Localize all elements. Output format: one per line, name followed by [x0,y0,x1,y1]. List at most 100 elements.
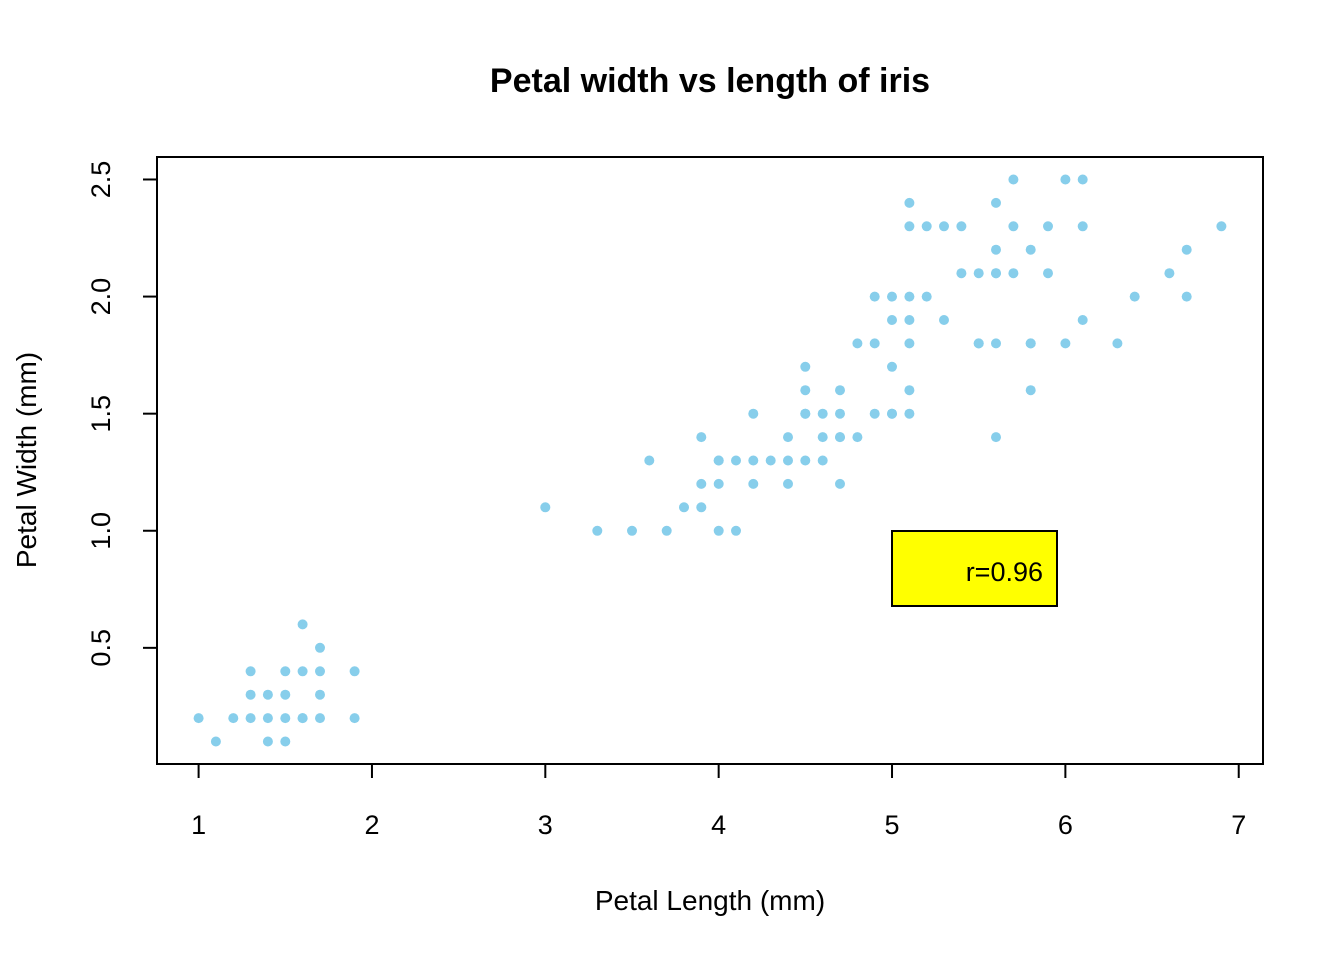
y-tick-label: 2.5 [86,161,116,199]
data-point [349,666,360,677]
data-point [713,525,724,536]
annotation-box [891,530,1058,607]
data-point [835,432,845,443]
data-point [1025,338,1036,349]
data-point [800,361,811,372]
data-point [817,432,828,443]
x-tick-label: 1 [191,810,206,840]
data-point [627,525,637,536]
data-point [228,713,239,724]
data-point [540,502,551,513]
data-point [904,291,915,302]
data-point [765,455,776,466]
data-point [869,338,880,349]
data-point [783,432,793,443]
data-point [280,713,291,724]
data-point [1008,221,1019,232]
data-point [869,291,880,302]
data-point [644,455,655,466]
data-point [1164,268,1175,279]
data-point [904,221,915,232]
data-point [592,525,603,536]
data-point [991,432,1001,443]
data-point [679,502,689,513]
x-tick-label: 5 [885,810,900,840]
data-point [921,291,932,302]
data-point [817,408,828,419]
data-point [748,478,759,489]
data-point [245,689,256,700]
data-point [800,385,811,396]
y-axis-label: Petal Width (mm) [11,352,42,568]
y-tick-label: 1.0 [86,512,116,550]
data-point [887,408,897,419]
data-point [1181,244,1192,255]
data-point [1129,291,1140,302]
x-tick-label: 6 [1058,810,1073,840]
correlation-annotation: r=0.96 [891,530,1058,607]
data-point [887,361,897,372]
y-tick-label: 2.0 [86,278,116,316]
data-point [731,455,741,466]
x-axis: 1 2 3 4 5 6 7 [191,763,1246,840]
data-point [262,689,273,700]
data-point [904,338,915,349]
data-point [800,455,811,466]
data-point [1077,174,1088,185]
data-point [1025,385,1036,396]
data-point [991,268,1001,279]
data-point [852,432,863,443]
x-tick-label: 4 [711,810,726,840]
data-point [956,268,967,279]
data-point [1043,268,1053,279]
data-point [1077,221,1088,232]
data-point [1112,338,1123,349]
data-point [835,385,845,396]
data-point [1216,221,1227,232]
data-point [349,713,360,724]
data-point [713,478,724,489]
data-point [315,666,325,677]
data-point [1181,291,1192,302]
data-point [280,736,291,747]
data-point [1077,315,1088,325]
data-point [1043,221,1053,232]
data-point [835,478,845,489]
data-point [1008,268,1019,279]
data-point [731,525,741,536]
data-point [887,315,897,325]
data-point [315,689,325,700]
data-point [973,338,984,349]
data-point [835,408,845,419]
data-point [852,338,863,349]
x-axis-label: Petal Length (mm) [595,885,825,916]
data-point [315,642,325,653]
data-point [887,291,897,302]
data-point [956,221,967,232]
y-axis: 0.5 1.0 1.5 2.0 2.5 [86,161,158,667]
x-tick-label: 7 [1231,810,1246,840]
y-tick-label: 1.5 [86,395,116,433]
data-point [939,221,949,232]
annotation-text: r=0.96 [966,557,1043,587]
data-point [904,315,915,325]
data-point [696,432,707,443]
y-tick-label: 0.5 [86,629,116,667]
data-point [245,713,256,724]
data-point [696,502,707,513]
data-point [280,666,291,677]
data-point [939,315,949,325]
data-point [904,197,915,208]
data-point [297,619,308,630]
data-point [1025,244,1036,255]
data-point [210,736,221,747]
data-point [1008,174,1019,185]
data-point [748,455,759,466]
data-point [297,666,308,677]
data-point [973,268,984,279]
data-point [783,478,793,489]
data-point [991,244,1001,255]
data-point [280,689,291,700]
data-point [1060,338,1071,349]
